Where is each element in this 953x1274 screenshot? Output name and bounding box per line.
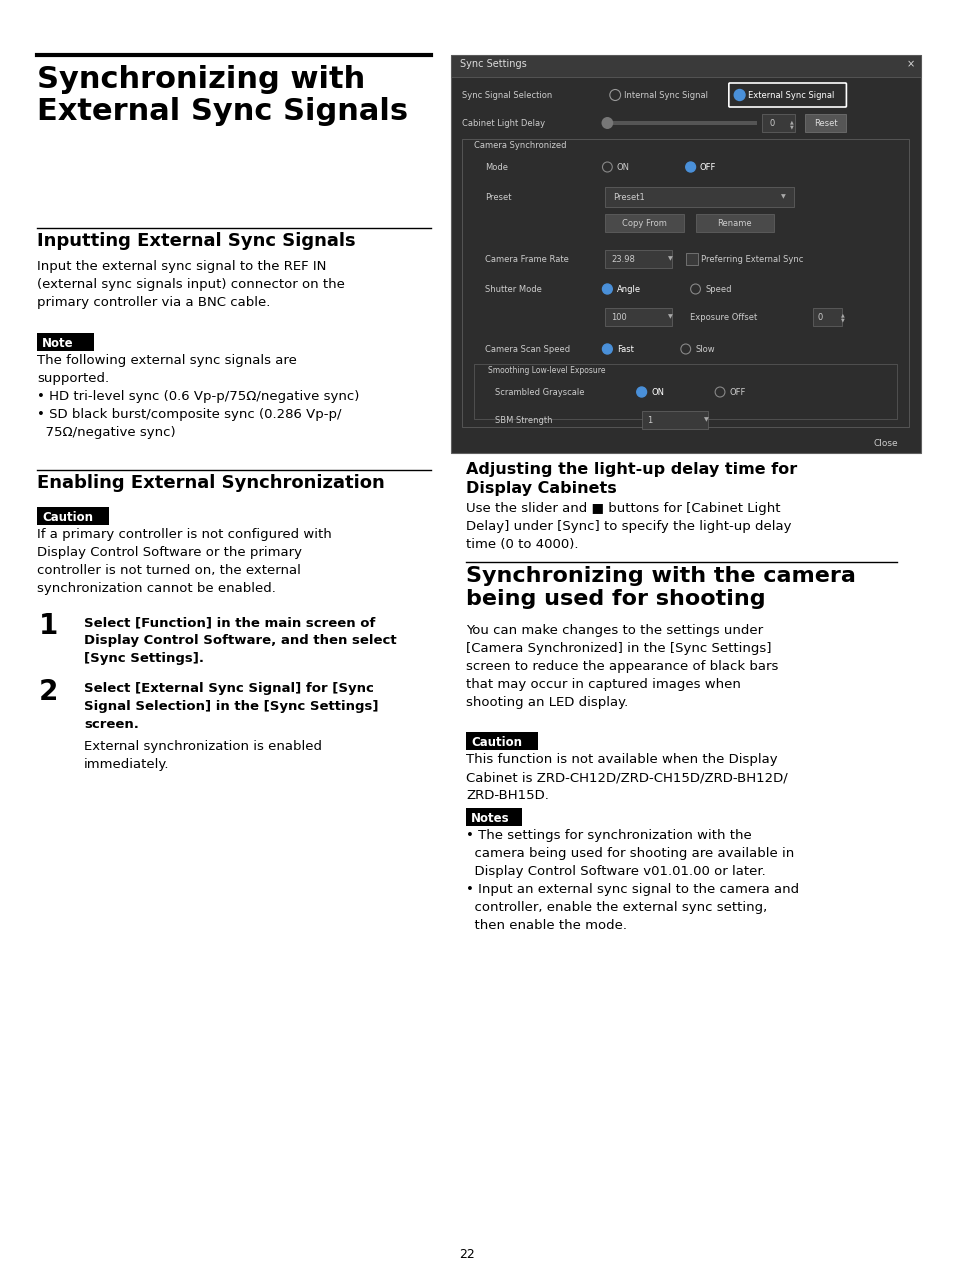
Circle shape [601,117,613,129]
Text: ▲
▼: ▲ ▼ [840,312,843,322]
Text: • The settings for synchronization with the
  camera being used for shooting are: • The settings for synchronization with … [466,829,799,933]
Text: Camera Frame Rate: Camera Frame Rate [484,255,568,264]
Text: Fast: Fast [617,344,634,353]
Text: ▼: ▼ [781,195,785,200]
Bar [685,254,697,265]
Text: Preset1: Preset1 [613,192,644,201]
Text: Speed: Speed [704,284,731,293]
Text: ▼: ▼ [667,315,672,320]
Text: Camera Synchronized: Camera Synchronized [474,141,566,150]
Text: Exposure Offset: Exposure Offset [689,312,756,321]
Text: Input the external sync signal to the REF IN
(external sync signals input) conne: Input the external sync signal to the RE… [37,260,345,310]
Text: ×: × [906,59,914,69]
Bar [695,214,773,232]
Bar [761,113,795,132]
Text: Shutter Mode: Shutter Mode [484,284,541,293]
Bar [37,507,109,525]
Text: Rename: Rename [717,219,751,228]
Text: Camera Scan Speed: Camera Scan Speed [484,344,570,353]
Text: 1: 1 [647,415,652,424]
Text: Sync Settings: Sync Settings [460,59,527,69]
Text: External Sync Signal: External Sync Signal [748,90,834,99]
Text: Preset: Preset [484,192,511,201]
Text: 1: 1 [39,612,58,640]
Text: 100: 100 [611,312,626,321]
Text: Synchronizing with the camera
being used for shooting: Synchronizing with the camera being used… [466,566,855,609]
Text: Caution: Caution [471,736,521,749]
Text: Synchronizing with
External Sync Signals: Synchronizing with External Sync Signals [37,65,408,126]
Text: Adjusting the light-up delay time for
Display Cabinets: Adjusting the light-up delay time for Di… [466,462,797,496]
Text: Smoothing Low-level Exposure: Smoothing Low-level Exposure [487,366,605,375]
Text: 22: 22 [459,1249,475,1261]
Bar [605,308,671,326]
Circle shape [685,162,695,172]
Text: ON: ON [616,163,629,172]
Text: 23.98: 23.98 [611,255,635,264]
Text: Close: Close [873,438,898,447]
Text: Angle: Angle [617,284,640,293]
Text: 2: 2 [39,678,58,706]
Text: The following external sync signals are
supported.
• HD tri-level sync (0.6 Vp-p: The following external sync signals are … [37,354,359,440]
Text: Select [External Sync Signal] for [Sync
Signal Selection] in the [Sync Settings]: Select [External Sync Signal] for [Sync … [84,682,378,731]
Bar [605,250,671,268]
Bar [466,808,521,826]
Text: Slow: Slow [695,344,715,353]
Text: Internal Sync Signal: Internal Sync Signal [623,90,707,99]
Text: External synchronization is enabled
immediately.: External synchronization is enabled imme… [84,740,322,771]
Text: Copy From: Copy From [621,219,666,228]
Bar [474,364,897,419]
Text: Note: Note [42,338,73,350]
Bar [641,412,707,429]
Text: Sync Signal Selection: Sync Signal Selection [462,90,552,99]
Text: ▲
▼: ▲ ▼ [789,118,793,129]
Text: Notes: Notes [471,812,509,826]
Bar [450,55,920,454]
Bar [605,121,757,125]
Text: Preferring External Sync: Preferring External Sync [700,255,803,264]
Bar [462,139,908,427]
Text: Reset: Reset [813,118,837,127]
Circle shape [602,284,612,294]
Text: ON: ON [651,387,663,396]
Text: OFF: OFF [729,387,745,396]
Text: Caution: Caution [42,511,93,524]
Text: Mode: Mode [484,163,507,172]
Text: If a primary controller is not configured with
Display Control Software or the p: If a primary controller is not configure… [37,527,332,595]
Text: 0: 0 [769,118,775,127]
Text: Inputting External Sync Signals: Inputting External Sync Signals [37,232,355,250]
Text: Select [Function] in the main screen of
Display Control Software, and then selec: Select [Function] in the main screen of … [84,617,396,665]
Circle shape [602,344,612,354]
Circle shape [734,89,744,101]
Bar [450,55,920,76]
Text: Use the slider and ■ buttons for [Cabinet Light
Delay] under [Sync] to specify t: Use the slider and ■ buttons for [Cabine… [466,502,791,550]
Text: ▼: ▼ [667,256,672,261]
Bar [605,187,793,206]
Bar [466,733,537,750]
Bar [37,333,94,352]
Text: 0: 0 [816,312,821,321]
Text: Cabinet Light Delay: Cabinet Light Delay [462,118,545,127]
Bar [804,113,845,132]
Text: SBM Strength: SBM Strength [495,415,552,424]
Text: Scrambled Grayscale: Scrambled Grayscale [495,387,583,396]
Circle shape [636,387,646,397]
Text: OFF: OFF [699,163,715,172]
Text: Enabling External Synchronization: Enabling External Synchronization [37,474,385,492]
Text: This function is not available when the Display
Cabinet is ZRD-CH12D/ZRD-CH15D/Z: This function is not available when the … [466,753,787,803]
Text: ▼: ▼ [703,418,708,423]
Bar [812,308,841,326]
Bar [605,214,683,232]
Text: You can make changes to the settings under
[Camera Synchronized] in the [Sync Se: You can make changes to the settings und… [466,624,778,710]
